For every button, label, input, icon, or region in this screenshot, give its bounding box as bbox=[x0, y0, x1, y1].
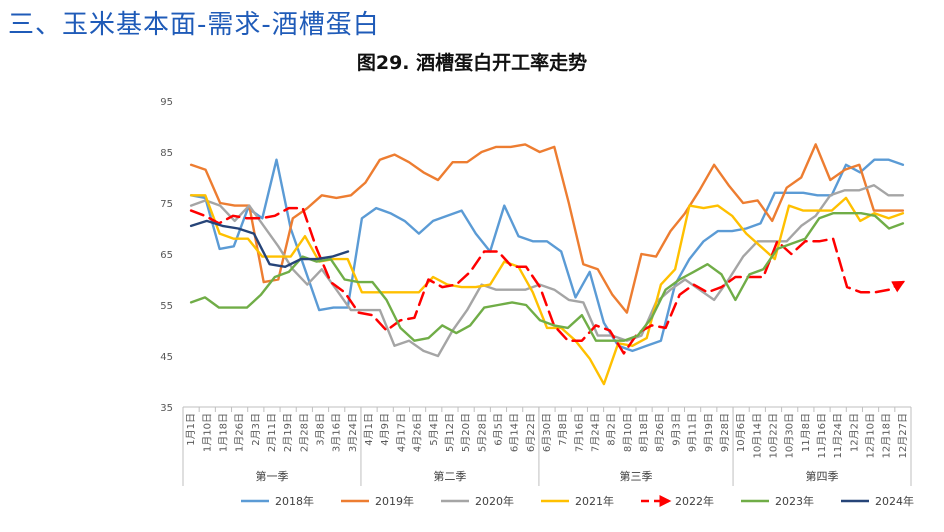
x-tick-label: 8月18日 bbox=[638, 413, 650, 452]
y-tick-label: 85 bbox=[160, 148, 173, 159]
y-tick-label: 55 bbox=[160, 301, 173, 312]
chart-series bbox=[189, 143, 906, 386]
x-tick-label: 7月16日 bbox=[573, 413, 585, 452]
x-tick-label: 12月18日 bbox=[881, 413, 893, 458]
x-tick-label: 9月3日 bbox=[670, 413, 682, 446]
x-tick-label: 5月12日 bbox=[444, 413, 456, 452]
quarter-label: 第四季 bbox=[806, 469, 839, 483]
x-tick-label: 6月14日 bbox=[509, 413, 521, 452]
x-tick-label: 5月4日 bbox=[428, 413, 440, 446]
legend-label: 2022年 bbox=[675, 494, 714, 508]
x-tick-label: 10月6日 bbox=[735, 413, 747, 452]
x-tick-label: 6月22日 bbox=[525, 413, 537, 452]
legend-label: 2023年 bbox=[775, 494, 814, 508]
x-tick-label: 10月14日 bbox=[751, 413, 763, 458]
x-tick-label: 3月16日 bbox=[331, 413, 343, 452]
section-title: 三、玉米基本面-需求-酒槽蛋白 bbox=[8, 10, 380, 40]
x-tick-label: 9月11日 bbox=[687, 413, 699, 452]
series-line-2022年 bbox=[189, 206, 906, 355]
x-tick-label: 11月8日 bbox=[800, 413, 812, 452]
x-tick-label: 2月3日 bbox=[250, 413, 262, 446]
y-tick-label: 35 bbox=[160, 403, 173, 414]
x-tick-label: 2月11日 bbox=[266, 413, 278, 452]
series-line-2024年 bbox=[189, 219, 350, 268]
x-tick-label: 1月10日 bbox=[201, 413, 213, 452]
legend-label: 2019年 bbox=[375, 494, 414, 508]
x-tick-label: 12月27日 bbox=[897, 413, 909, 458]
x-tick-label: 9月19日 bbox=[703, 413, 715, 452]
x-tick-label: 4月9日 bbox=[379, 413, 391, 446]
quarter-label: 第一季 bbox=[255, 469, 288, 483]
x-tick-label: 1月1日 bbox=[185, 413, 197, 446]
y-tick-label: 65 bbox=[160, 250, 173, 261]
x-tick-label: 9月28日 bbox=[719, 413, 731, 452]
x-tick-label: 12月2日 bbox=[848, 413, 860, 452]
x-tick-label: 5月20日 bbox=[460, 413, 472, 452]
x-tick-label: 11月16日 bbox=[816, 413, 828, 458]
x-tick-label: 4月17日 bbox=[395, 413, 407, 452]
x-tick-label: 10月30日 bbox=[784, 413, 796, 458]
x-tick-label: 4月26日 bbox=[412, 413, 424, 452]
series-line-2020年 bbox=[189, 183, 905, 358]
quarter-label: 第三季 bbox=[619, 469, 652, 483]
x-tick-label: 8月10日 bbox=[622, 413, 634, 452]
x-tick-label: 11月24日 bbox=[832, 413, 844, 458]
legend-label: 2020年 bbox=[475, 494, 514, 508]
x-tick-label: 2月28日 bbox=[298, 413, 310, 452]
x-tick-label: 7月8日 bbox=[557, 413, 569, 446]
x-tick-label: 1月26日 bbox=[234, 413, 246, 452]
y-tick-label: 45 bbox=[160, 352, 173, 363]
x-tick-label: 8月26日 bbox=[654, 413, 666, 452]
x-tick-label: 8月2日 bbox=[606, 413, 618, 446]
x-tick-label: 1月18日 bbox=[217, 413, 229, 452]
legend-label: 2018年 bbox=[275, 494, 314, 508]
x-tick-label: 3月8日 bbox=[315, 413, 327, 446]
y-tick-label: 75 bbox=[160, 199, 173, 210]
legend-label: 2021年 bbox=[575, 494, 614, 508]
y-tick-label: 95 bbox=[160, 97, 173, 108]
x-tick-label: 7月24日 bbox=[590, 413, 602, 452]
x-tick-label: 10月22日 bbox=[767, 413, 779, 458]
x-tick-label: 3月24日 bbox=[347, 413, 359, 452]
x-tick-label: 4月1日 bbox=[363, 413, 375, 446]
chart-title: 图29. 酒槽蛋白开工率走势 bbox=[356, 52, 588, 74]
x-tick-label: 5月28日 bbox=[476, 413, 488, 452]
series-line-2019年 bbox=[189, 143, 905, 314]
x-tick-label: 6月30日 bbox=[541, 413, 553, 452]
legend-label: 2024年 bbox=[875, 494, 914, 508]
chart-axes: 35 45 55 65 75 85 95 1月1日 1月10日 1月18日 1月26日 2月3日 2月1… bbox=[160, 97, 912, 486]
x-tick-label: 2月19日 bbox=[282, 413, 294, 452]
x-tick-label: 6月5日 bbox=[492, 413, 504, 446]
quarter-label: 第二季 bbox=[433, 469, 466, 483]
chart-legend: 2018年 2019年 2020年 2021年 2022年 2023年 2024年 bbox=[241, 494, 914, 508]
x-tick-label: 12月10日 bbox=[865, 413, 877, 458]
series-line-2021年 bbox=[189, 194, 905, 386]
